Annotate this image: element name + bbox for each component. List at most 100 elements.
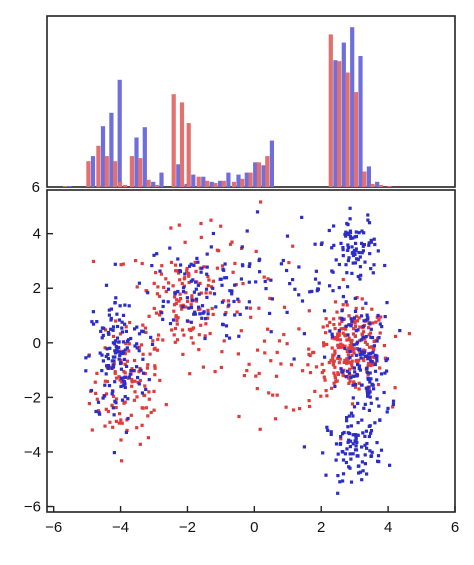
scatter-point-blue: [196, 260, 200, 264]
scatter-point-blue: [346, 248, 350, 252]
scatter-point-red: [119, 418, 123, 422]
scatter-point-red: [357, 358, 361, 362]
scatter-point-red: [337, 361, 341, 365]
scatter-point-blue: [104, 354, 108, 358]
scatter-point-blue: [110, 392, 114, 396]
scatter-point-blue: [110, 359, 114, 363]
scatter-point-blue: [369, 454, 373, 458]
scatter-point-blue: [302, 332, 306, 336]
scatter-point-blue: [219, 277, 223, 281]
scatter-point-red: [104, 392, 109, 396]
scatter-point-red: [345, 303, 349, 307]
scatter-point-red: [336, 338, 340, 342]
scatter-point-red: [114, 376, 119, 380]
scatter-point-blue: [230, 289, 234, 293]
scatter-point-blue: [372, 237, 376, 241]
scatter-point-red: [322, 369, 326, 373]
scatter-point-blue: [254, 280, 258, 284]
scatter-point-red: [308, 371, 313, 375]
scatter-point-blue: [227, 303, 231, 307]
scatter-point-red: [209, 218, 213, 222]
scatter-point-blue: [341, 246, 345, 250]
scatter-point-red: [322, 344, 326, 348]
y-tick-label: −2: [24, 389, 41, 406]
scatter-point-red: [360, 333, 364, 337]
scatter-point-red: [146, 436, 150, 440]
scatter-point-red: [367, 362, 371, 366]
scatter-point-red: [275, 393, 279, 397]
scatter-point-blue: [361, 431, 365, 435]
scatter-point-blue: [268, 311, 272, 315]
scatter-point-red: [361, 330, 366, 334]
scatter-point-red: [91, 259, 96, 263]
scatter-point-red: [175, 298, 179, 302]
histogram-bar-red: [353, 92, 358, 187]
scatter-point-blue: [349, 411, 354, 415]
scatter-point-blue: [94, 409, 98, 414]
scatter-point-red: [365, 342, 369, 346]
scatter-point-blue: [269, 330, 273, 334]
scatter-point-blue: [103, 383, 107, 387]
scatter-point-blue: [363, 443, 367, 447]
scatter-point-blue: [373, 369, 378, 373]
histogram-bar-red: [171, 94, 176, 187]
scatter-point-blue: [348, 452, 352, 456]
scatter-point-red: [198, 281, 202, 285]
scatter-point-red: [323, 378, 327, 382]
scatter-point-blue: [233, 283, 237, 287]
scatter-point-blue: [106, 357, 110, 361]
scatter-point-red: [124, 342, 128, 346]
scatter-point-blue: [354, 247, 358, 251]
scatter-point-red: [120, 421, 124, 425]
scatter-point-red: [175, 318, 179, 323]
scatter-point-blue: [119, 384, 123, 389]
scatter-point-blue: [351, 261, 355, 265]
y-tick-label: 4: [33, 226, 41, 243]
scatter-point-blue: [339, 367, 343, 371]
y-tick-label: 0: [33, 335, 41, 352]
scatter-point-red: [174, 314, 178, 318]
scatter-point-red: [248, 306, 252, 310]
scatter-point-blue: [347, 323, 351, 327]
scatter-point-red: [292, 408, 296, 412]
scatter-point-red: [152, 281, 156, 285]
scatter-point-red: [314, 365, 319, 369]
scatter-point-red: [340, 345, 344, 349]
scatter-point-blue: [353, 439, 357, 443]
histogram-bar-blue: [109, 112, 114, 188]
histogram-bar-blue: [226, 172, 231, 187]
scatter-point-red: [180, 328, 185, 332]
scatter-point-blue: [353, 296, 357, 300]
scatter-point-red: [199, 323, 203, 327]
scatter-point-red: [350, 346, 354, 350]
scatter-point-red: [370, 307, 374, 311]
scatter-point-red: [191, 341, 195, 345]
scatter-point-red: [348, 361, 352, 365]
scatter-point-blue: [367, 352, 371, 356]
histogram-bar-red: [138, 158, 143, 187]
scatter-point-red: [346, 348, 350, 353]
scatter-point-blue: [361, 336, 365, 340]
scatter-point-red: [173, 326, 178, 331]
histogram-bar-red: [186, 123, 191, 187]
scatter-point-blue: [224, 276, 229, 280]
scatter-point-red: [343, 358, 347, 362]
scatter-point-red: [249, 315, 253, 319]
scatter-point-blue: [193, 312, 197, 316]
scatter-point-blue: [337, 354, 341, 358]
histogram-bar-red: [213, 182, 218, 187]
scatter-point-blue: [356, 433, 360, 437]
scatter-point-blue: [149, 335, 153, 339]
scatter-point-red: [345, 338, 349, 342]
scatter-point-red: [367, 333, 371, 337]
scatter-point-blue: [353, 383, 358, 387]
scatter-point-blue: [223, 313, 227, 317]
scatter-point-red: [254, 374, 258, 378]
scatter-point-blue: [127, 375, 131, 379]
scatter-point-blue: [111, 406, 115, 410]
scatter-point-blue: [348, 350, 352, 354]
scatter-point-red: [333, 376, 337, 380]
scatter-point-blue: [115, 347, 119, 351]
scatter-point-red: [307, 399, 311, 403]
scatter-point-red: [333, 300, 338, 304]
